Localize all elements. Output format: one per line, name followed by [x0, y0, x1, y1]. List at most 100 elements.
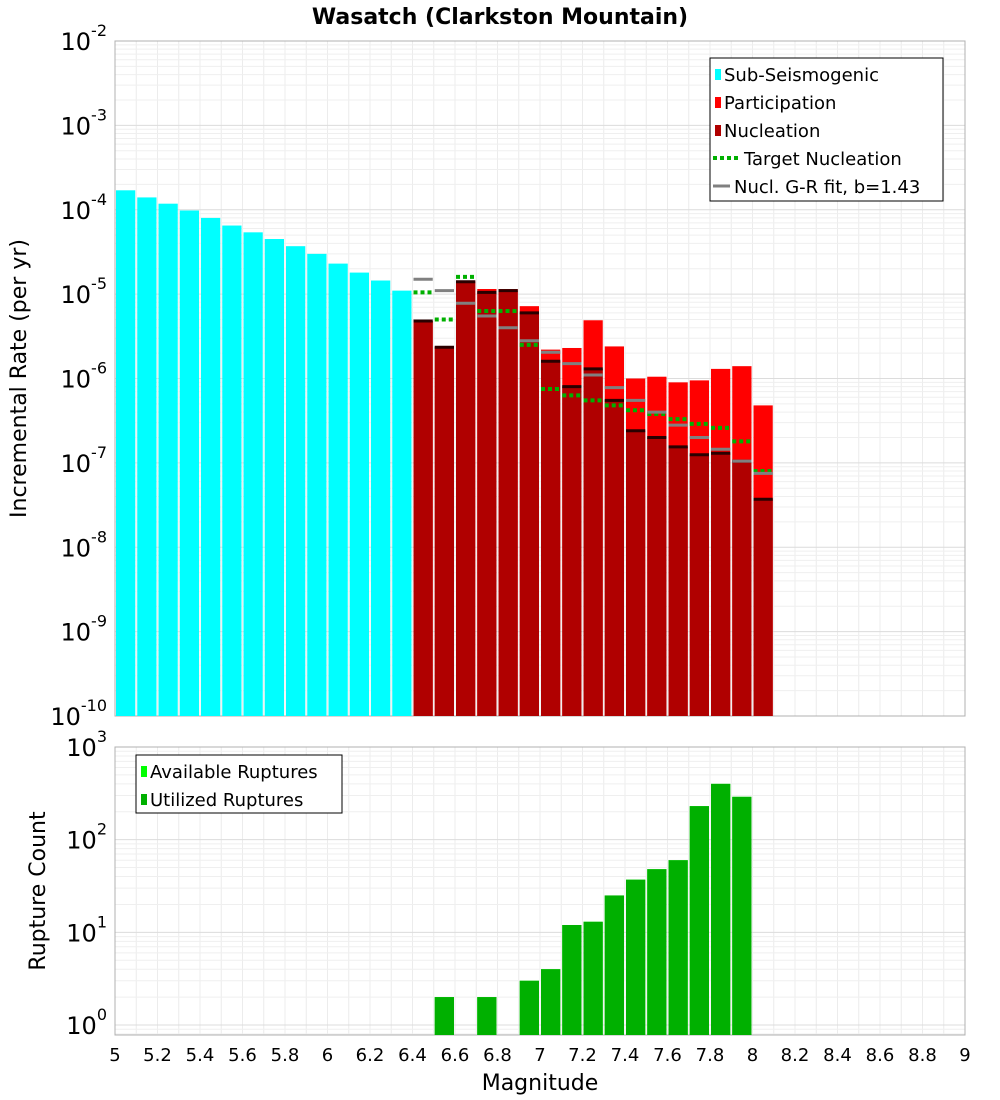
y-tick-label: 10-10	[50, 696, 107, 731]
bar	[753, 499, 773, 716]
series-nucleation	[413, 280, 773, 501]
x-tick-label: 6	[322, 1045, 333, 1066]
x-tick-label: 8.8	[908, 1045, 937, 1066]
bar	[201, 217, 221, 716]
x-tick-label: 8.2	[781, 1045, 810, 1066]
bar	[668, 860, 688, 1035]
x-tick-label: 6.4	[398, 1045, 427, 1066]
bar	[583, 921, 603, 1035]
x-tick-label: 6.6	[441, 1045, 470, 1066]
legend-item: Available Ruptures	[141, 762, 318, 783]
y-axis-title: Incremental Rate (per yr)	[7, 239, 32, 518]
legend-swatch	[141, 794, 147, 805]
y-tick-label: 10-6	[61, 359, 108, 394]
bar	[477, 997, 497, 1035]
bar	[519, 312, 539, 716]
legend-item: Target Nucleation	[713, 149, 902, 170]
x-axis-title: Magnitude	[482, 1071, 599, 1096]
bar	[498, 290, 518, 716]
bar	[116, 190, 136, 716]
x-tick-label: 8	[747, 1045, 758, 1066]
bar	[137, 197, 157, 717]
bar	[456, 281, 476, 716]
series-target-nucleation	[413, 274, 773, 474]
bar	[307, 253, 327, 716]
x-tick-label: 7.2	[568, 1045, 597, 1066]
bar	[541, 361, 561, 716]
bar	[604, 400, 624, 716]
bar	[434, 997, 454, 1035]
x-tick-label: 7.6	[653, 1045, 682, 1066]
bar	[349, 272, 369, 716]
bar	[328, 263, 348, 716]
legend-swatch	[715, 97, 721, 108]
x-tick-label: 8.6	[866, 1045, 895, 1066]
legend-label: Sub-Seismogenic	[724, 65, 879, 86]
legend-label: Nucl. G-R fit, b=1.43	[734, 177, 920, 198]
bar	[689, 806, 709, 1035]
y-tick-labels: 100 101 102 103	[66, 727, 107, 1040]
y-tick-label: 10-3	[61, 105, 108, 140]
bars	[116, 190, 773, 717]
y-tick-label: 10-4	[61, 190, 108, 225]
bar	[519, 980, 539, 1035]
x-tick-label: 7	[534, 1045, 545, 1066]
y-tick-label: 102	[66, 820, 107, 855]
bar	[583, 368, 603, 716]
x-tick-label: 5	[109, 1045, 120, 1066]
y-tick-label: 10-8	[61, 527, 108, 562]
bar	[626, 879, 646, 1035]
bar	[604, 895, 624, 1035]
plot-frame	[114, 40, 966, 717]
legend-label: Nucleation	[724, 121, 820, 142]
legend-swatch	[715, 69, 721, 80]
bar	[179, 210, 199, 716]
rupture-count-panel: 100 101 102 103 Rupture Count Available Ruptu…	[26, 727, 971, 1096]
legend-item: Nucl. G-R fit, b=1.43	[713, 177, 920, 198]
bar	[371, 280, 391, 716]
bar	[732, 461, 752, 716]
bar	[626, 430, 646, 716]
x-tick-label: 7.8	[696, 1045, 725, 1066]
plot-frame	[114, 746, 966, 1036]
bar	[243, 232, 263, 716]
bar	[711, 783, 731, 1035]
series-sub-seismogenic	[116, 190, 412, 717]
bar	[434, 347, 454, 716]
y-tick-label: 10-7	[61, 443, 108, 478]
bars	[434, 783, 752, 1035]
legend-label: Available Ruptures	[150, 762, 318, 783]
legend-box	[135, 754, 343, 814]
series-nucleation	[413, 281, 773, 716]
series-nucl-g-r-fit-b-1-43	[413, 277, 773, 475]
legend-item: Nucleation	[715, 121, 820, 142]
legend: Available Ruptures Utilized Ruptures	[135, 754, 343, 814]
legend-item: Participation	[715, 93, 836, 114]
bar	[392, 290, 412, 716]
y-axis-title: Rupture Count	[26, 811, 51, 971]
bar	[477, 292, 497, 716]
bar	[541, 969, 561, 1035]
chart-title: Wasatch (Clarkston Mountain)	[312, 5, 688, 30]
bar	[689, 454, 709, 716]
series-utilized-ruptures	[434, 783, 752, 1035]
legend-swatch	[141, 766, 147, 777]
y-tick-label: 10-9	[61, 612, 108, 647]
y-tick-labels: 10-10 10-9 10-8 10-7 10-6 10-5 10-4 10-3 10-2	[50, 21, 107, 731]
x-tick-label: 9	[959, 1045, 970, 1066]
legend-label: Target Nucleation	[743, 149, 902, 170]
legend-label: Utilized Ruptures	[150, 790, 303, 811]
legend-label: Participation	[724, 93, 836, 114]
bar	[562, 924, 582, 1035]
y-tick-label: 10-5	[61, 274, 108, 309]
x-tick-label: 7.4	[611, 1045, 640, 1066]
bar	[668, 446, 688, 716]
x-tick-label: 6.2	[356, 1045, 385, 1066]
bar	[413, 321, 433, 716]
bar	[264, 239, 284, 716]
x-tick-labels: 5 5.2 5.4 5.6 5.8 6 6.2 6.4 6.6 6.8 7 7.2 7.4 7.6 7.8 8…	[109, 1045, 970, 1066]
x-tick-label: 8.4	[823, 1045, 852, 1066]
bar	[647, 869, 667, 1035]
